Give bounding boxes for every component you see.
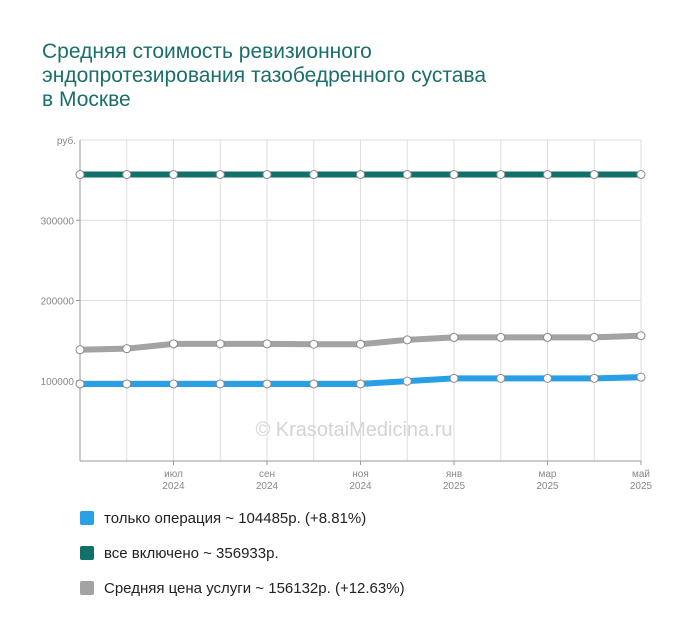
grid [80,139,642,461]
x-tick-label-year: 2024 [256,481,279,492]
axes [76,140,642,465]
data-point[interactable] [543,373,552,383]
legend-swatch [80,581,94,595]
data-point[interactable] [122,344,132,354]
data-point[interactable] [215,170,225,180]
data-point[interactable] [215,379,225,389]
data-point[interactable] [496,170,506,180]
series-2 [75,170,646,180]
data-point[interactable] [496,332,506,342]
x-tick-label-month: мар [539,469,557,480]
x-tick-label-month: сен [259,469,275,480]
y-axis-unit-label: руб. [57,135,76,147]
data-point[interactable] [543,332,552,342]
legend-swatch [80,511,94,525]
data-point[interactable] [262,379,272,389]
y-tick-label: 200000 [41,297,75,308]
x-tick-label-year: 2024 [349,481,372,492]
data-point[interactable] [449,373,459,383]
data-point[interactable] [402,376,412,386]
data-point[interactable] [636,331,646,341]
legend-swatch [80,546,94,560]
data-point[interactable] [449,170,459,180]
legend-item[interactable]: только операция ~ 104485р. (+8.81%) [80,508,405,528]
data-point[interactable] [402,335,412,345]
legend-label: Средняя цена услуги ~ 156132р. (+12.63%) [104,579,405,597]
data-point[interactable] [589,170,599,180]
data-point[interactable] [75,345,85,355]
legend-item[interactable]: Средняя цена услуги ~ 156132р. (+12.63%) [80,578,405,598]
chart-title: Средняя стоимость ревизионного эндопроте… [42,40,486,111]
x-tick-label-month: ноя [352,469,369,480]
data-point[interactable] [636,372,646,382]
data-point[interactable] [75,170,85,180]
data-point[interactable] [75,379,85,389]
legend: только операция ~ 104485р. (+8.81%) все в… [80,508,405,613]
series-1 [75,372,646,389]
data-point[interactable] [356,170,365,180]
y-tick-label: 100000 [41,377,75,388]
series-3 [75,331,646,355]
data-point[interactable] [309,170,319,180]
data-point[interactable] [449,332,459,342]
data-point[interactable] [122,379,132,389]
legend-item[interactable]: все включено ~ 356933р. [80,543,405,563]
watermark: © KrasotaiMedicina.ru [255,419,452,441]
x-tick-label-year: 2025 [536,481,559,492]
legend-label: все включено ~ 356933р. [104,544,279,562]
line-chart: © KrasotaiMedicina.ru руб.10000020000030… [41,135,653,492]
data-point[interactable] [496,373,506,383]
data-point[interactable] [356,339,365,349]
legend-label: только операция ~ 104485р. (+8.81%) [104,509,367,527]
data-point[interactable] [169,379,178,389]
data-point[interactable] [122,170,132,180]
x-tick-label-month: май [632,469,650,480]
series-lines [75,170,646,389]
tick-labels: руб.100000200000300000июл2024сен2024ноя2… [41,135,653,492]
data-point[interactable] [309,339,319,349]
x-tick-label-year: 2025 [630,481,653,492]
y-tick-label: 300000 [41,216,75,227]
x-tick-label-month: июл [164,469,183,480]
data-point[interactable] [636,170,646,180]
data-point[interactable] [262,170,272,180]
data-point[interactable] [169,170,178,180]
data-point[interactable] [262,339,272,349]
x-tick-label-year: 2024 [162,481,185,492]
data-point[interactable] [356,379,365,389]
data-point[interactable] [169,339,178,349]
data-point[interactable] [543,170,552,180]
data-point[interactable] [309,379,319,389]
data-point[interactable] [215,339,225,349]
data-point[interactable] [589,373,599,383]
x-tick-label-month: янв [446,469,462,480]
data-point[interactable] [589,332,599,342]
data-point[interactable] [402,170,412,180]
x-tick-label-year: 2025 [443,481,466,492]
